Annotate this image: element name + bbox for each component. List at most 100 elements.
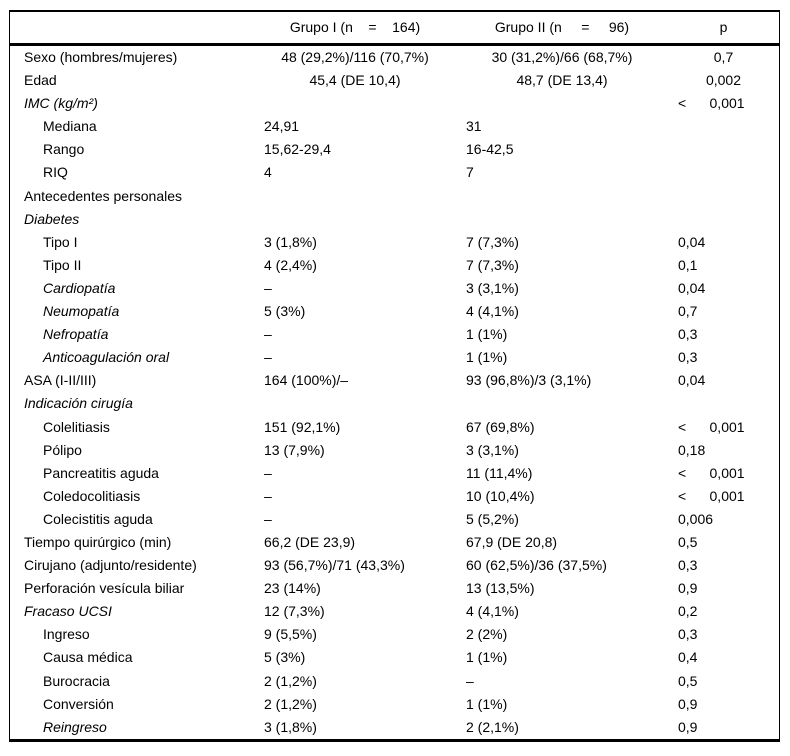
p-value: 0,9 — [678, 718, 698, 735]
grupo1-value: 5 (3%) — [264, 303, 306, 320]
table-row: Nefropatía – 1 (1%) 0,3 — [10, 323, 779, 346]
grupo1-value: – — [264, 487, 272, 504]
table-header-row: Grupo I (n = 164) Grupo II (n = 96) p — [10, 12, 779, 46]
table-row: Anticoagulación oral – 1 (1%) 0,3 — [10, 346, 779, 369]
table-row: IMC (kg/m²) < 0,001 — [10, 92, 779, 115]
grupo2-value: 4 (4,1%) — [466, 603, 519, 620]
p-value: 0,7 — [678, 303, 698, 320]
table-row: Diabetes — [10, 208, 779, 231]
row-label: Sexo (hombres/mujeres) — [24, 49, 178, 65]
row-label: Anticoagulación oral — [43, 349, 170, 366]
grupo1-value: 45,4 (DE 10,4) — [309, 72, 401, 89]
grupo1-value: 3 (1,8%) — [264, 718, 317, 735]
p-value: 0,5 — [678, 533, 698, 550]
grupo2-value: 30 (31,2%)/66 (68,7%) — [491, 49, 633, 65]
grupo1-value: 12 (7,3%) — [264, 603, 325, 620]
grupo1-value: – — [264, 464, 272, 481]
table-row: Perforación vesícula biliar 23 (14%) 13 … — [10, 577, 779, 600]
grupo2-value: 11 (11,4%) — [466, 464, 533, 481]
grupo1-value: – — [264, 349, 272, 366]
row-label: Diabetes — [24, 210, 80, 227]
row-label: Cirujano (adjunto/residente) — [24, 557, 197, 574]
row-label: ASA (I-II/III) — [24, 372, 97, 389]
grupo1-value: 164 (100%)/– — [264, 372, 349, 389]
grupo2-value: 1 (1%) — [466, 695, 508, 712]
table-row: Tipo II 4 (2,4%) 7 (7,3%) 0,1 — [10, 254, 779, 277]
table-row: Edad 45,4 (DE 10,4) 48,7 (DE 13,4) 0,002 — [10, 69, 779, 92]
grupo1-value: 2 (1,2%) — [264, 695, 317, 712]
grupo1-value: 2 (1,2%) — [264, 672, 317, 689]
table-row: Indicación cirugía — [10, 392, 779, 415]
p-value: 0,4 — [678, 649, 698, 666]
grupo2-value: 16-42,5 — [466, 141, 514, 158]
table-row: Pólipo 13 (7,9%) 3 (3,1%) 0,18 — [10, 439, 779, 462]
row-label: Antecedentes personales — [24, 187, 182, 204]
table-row: Colelitiasis 151 (92,1%) 67 (69,8%) < 0,… — [10, 416, 779, 439]
table-row: Tiempo quirúrgico (min) 66,2 (DE 23,9) 6… — [10, 531, 779, 554]
p-value: 0,04 — [678, 233, 706, 250]
grupo1-value: 5 (3%) — [264, 649, 306, 666]
grupo2-value: 67,9 (DE 20,8) — [466, 533, 558, 550]
grupo1-value: 23 (14%) — [264, 580, 321, 597]
table-row: ASA (I-II/III) 164 (100%)/– 93 (96,8%)/3… — [10, 369, 779, 392]
table-row: Fracaso UCSI 12 (7,3%) 4 (4,1%) 0,2 — [10, 600, 779, 623]
row-label: Cardiopatía — [43, 279, 116, 296]
row-label: Nefropatía — [43, 326, 109, 343]
row-label: Perforación vesícula biliar — [24, 580, 185, 597]
grupo1-value: 151 (92,1%) — [264, 418, 341, 435]
table-row: Tipo I 3 (1,8%) 7 (7,3%) 0,04 — [10, 231, 779, 254]
grupo2-value: 93 (96,8%)/3 (3,1%) — [466, 372, 592, 389]
grupo2-value: 1 (1%) — [466, 326, 508, 343]
p-value: 0,006 — [678, 510, 714, 527]
p-value: 0,3 — [678, 557, 698, 574]
row-label: Tipo I — [43, 233, 78, 250]
grupo2-value: 7 — [466, 164, 474, 181]
grupo2-value: 1 (1%) — [466, 649, 508, 666]
grupo1-value: 3 (1,8%) — [264, 233, 317, 250]
row-label: Pólipo — [43, 441, 82, 458]
row-label: Mediana — [43, 118, 97, 135]
row-label: Coledocolitiasis — [43, 487, 141, 504]
row-label: Indicación cirugía — [24, 395, 133, 412]
p-value: 0,9 — [678, 695, 698, 712]
grupo2-value: 31 — [466, 118, 482, 135]
grupo1-value: 4 (2,4%) — [264, 256, 317, 273]
row-label: Pancreatitis aguda — [43, 464, 159, 481]
table-row: Cirujano (adjunto/residente) 93 (56,7%)/… — [10, 554, 779, 577]
row-label: Fracaso UCSI — [24, 603, 112, 620]
grupo2-value: 3 (3,1%) — [466, 279, 519, 296]
table-row: Conversión 2 (1,2%) 1 (1%) 0,9 — [10, 693, 779, 716]
grupo1-value: 93 (56,7%)/71 (43,3%) — [264, 557, 405, 574]
column-header-grupo2: Grupo II (n = 96) — [494, 19, 630, 35]
p-value: < 0,001 — [678, 464, 745, 481]
table-row: Mediana 24,91 31 — [10, 115, 779, 138]
table-row: Sexo (hombres/mujeres) 48 (29,2%)/116 (7… — [10, 46, 779, 69]
table-row: Colecistitis aguda – 5 (5,2%) 0,006 — [10, 508, 779, 531]
table-row: Reingreso 3 (1,8%) 2 (2,1%) 0,9 — [10, 716, 779, 739]
grupo1-value: 15,62-29,4 — [264, 141, 331, 158]
p-value: 0,18 — [678, 441, 706, 458]
grupo1-value: 48 (29,2%)/116 (70,7%) — [281, 49, 429, 65]
grupo2-value: 5 (5,2%) — [466, 510, 519, 527]
p-value: 0,04 — [678, 279, 706, 296]
p-value: 0,5 — [678, 672, 698, 689]
column-header-p: p — [719, 19, 728, 35]
grupo2-value: 67 (69,8%) — [466, 418, 535, 435]
table-row: RIQ 4 7 — [10, 161, 779, 184]
grupo2-value: 10 (10,4%) — [466, 487, 535, 504]
p-value: < 0,001 — [678, 95, 745, 112]
grupo1-value: 24,91 — [264, 118, 300, 135]
table-row: Pancreatitis aguda – 11 (11,4%) < 0,001 — [10, 462, 779, 485]
grupo2-value: 4 (4,1%) — [466, 303, 519, 320]
row-label: Edad — [24, 72, 57, 89]
table-row: Ingreso 9 (5,5%) 2 (2%) 0,3 — [10, 623, 779, 646]
p-value: 0,7 — [713, 49, 734, 65]
row-label: Tiempo quirúrgico (min) — [24, 533, 172, 550]
row-label: IMC (kg/m²) — [24, 95, 98, 112]
table-row: Neumopatía 5 (3%) 4 (4,1%) 0,7 — [10, 300, 779, 323]
row-label: Colecistitis aguda — [43, 510, 153, 527]
table-row: Causa médica 5 (3%) 1 (1%) 0,4 — [10, 646, 779, 669]
grupo2-value: 2 (2%) — [466, 626, 508, 643]
p-value: 0,04 — [678, 372, 706, 389]
row-label: Colelitiasis — [43, 418, 110, 435]
